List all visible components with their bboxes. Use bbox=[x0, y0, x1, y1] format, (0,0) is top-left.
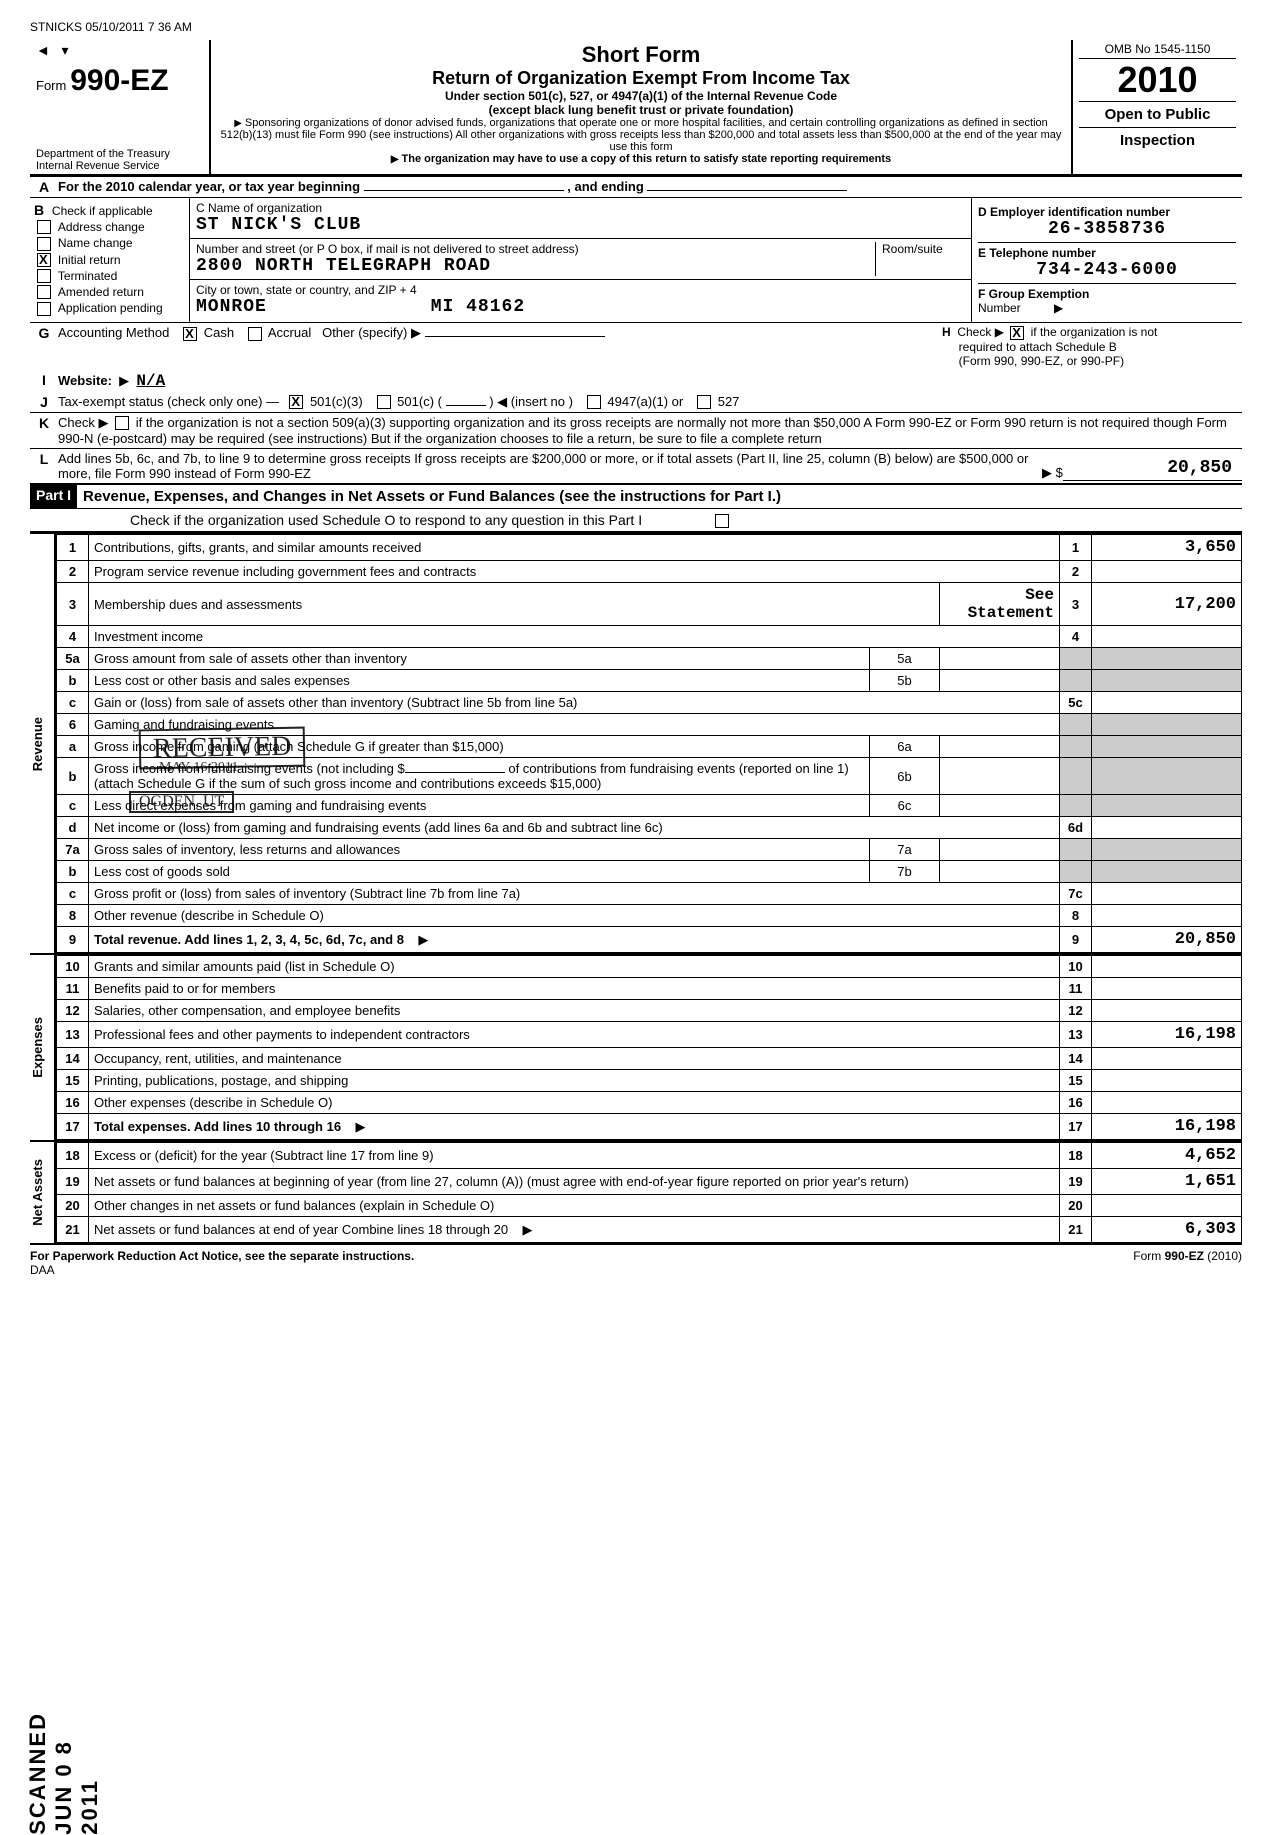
L-text: Add lines 5b, 6c, and 7b, to line 9 to d… bbox=[58, 451, 1042, 481]
title-except: (except black lung benefit trust or priv… bbox=[217, 103, 1065, 117]
inspection: Inspection bbox=[1079, 128, 1236, 149]
cb-part1[interactable] bbox=[715, 514, 729, 528]
H-txt3: (Form 990, 990-EZ, or 990-PF) bbox=[959, 354, 1124, 368]
lb-insert: (insert no ) bbox=[511, 394, 573, 409]
H-check: Check bbox=[957, 325, 991, 339]
cb-K[interactable] bbox=[115, 416, 129, 430]
cb-H[interactable] bbox=[1010, 326, 1024, 340]
dept1: Department of the Treasury bbox=[36, 148, 203, 160]
side-expenses: Expenses bbox=[30, 1017, 54, 1078]
org-statezip: MI 48162 bbox=[431, 297, 525, 317]
lb-terminated: Terminated bbox=[58, 269, 117, 283]
H-txt1: if the organization is not bbox=[1031, 325, 1158, 339]
lb-address: Address change bbox=[58, 220, 145, 234]
tax-year: 2010 bbox=[1079, 59, 1236, 101]
title-copy: The organization may have to use a copy … bbox=[217, 153, 1065, 165]
D-label: D Employer identification number bbox=[978, 205, 1170, 219]
lb-amended: Amended return bbox=[58, 285, 144, 299]
lb-pending: Application pending bbox=[58, 301, 163, 315]
ogden-stamp: OGDEN, UT bbox=[129, 791, 234, 813]
website: N/A bbox=[136, 372, 165, 390]
part1-title: Revenue, Expenses, and Changes in Net As… bbox=[77, 485, 1242, 508]
expenses-table: 10Grants and similar amounts paid (list … bbox=[56, 955, 1242, 1140]
cb-cash[interactable] bbox=[183, 327, 197, 341]
C-street-label: Number and street (or P O box, if mail i… bbox=[196, 242, 875, 256]
A-text: For the 2010 calendar year, or tax year … bbox=[58, 179, 360, 194]
part1-check: Check if the organization used Schedule … bbox=[130, 512, 642, 528]
title-main: Return of Organization Exempt From Incom… bbox=[217, 68, 1065, 89]
cb-accrual[interactable] bbox=[248, 327, 262, 341]
E-label: E Telephone number bbox=[978, 246, 1096, 260]
title-sponsor: Sponsoring organizations of donor advise… bbox=[217, 117, 1065, 153]
form-number: 990-EZ bbox=[70, 64, 168, 97]
lb-other: Other (specify) bbox=[322, 325, 407, 340]
cb-initial[interactable] bbox=[37, 253, 51, 267]
scanned-stamp: SCANNED JUN 0 8 2011 bbox=[25, 1712, 103, 1835]
C-name-label: C Name of organization bbox=[196, 201, 965, 215]
K-text: if the organization is not a section 509… bbox=[58, 415, 1227, 446]
J-label: Tax-exempt status (check only one) — bbox=[58, 394, 279, 409]
B-label: Check if applicable bbox=[52, 204, 153, 218]
G-label: Accounting Method bbox=[58, 325, 169, 340]
footer-daa: DAA bbox=[30, 1263, 1242, 1277]
F-label2: Number bbox=[978, 301, 1021, 315]
L-amount: 20,850 bbox=[1063, 456, 1242, 481]
cb-address[interactable] bbox=[37, 220, 51, 234]
lb-501c: 501(c) ( bbox=[397, 394, 442, 409]
A-ending: , and ending bbox=[567, 179, 644, 194]
netassets-table: 18Excess or (deficit) for the year (Subt… bbox=[56, 1142, 1242, 1243]
org-name: ST NICK'S CLUB bbox=[196, 215, 965, 235]
cb-501c3[interactable] bbox=[289, 395, 303, 409]
form-prefix: Form bbox=[36, 78, 66, 93]
footer-left: For Paperwork Reduction Act Notice, see … bbox=[30, 1249, 414, 1263]
org-street: 2800 NORTH TELEGRAPH ROAD bbox=[196, 256, 875, 276]
title-under: Under section 501(c), 527, or 4947(a)(1)… bbox=[217, 89, 1065, 103]
cb-terminated[interactable] bbox=[37, 269, 51, 283]
lb-accrual: Accrual bbox=[268, 325, 311, 340]
I-label: Website: bbox=[58, 373, 112, 388]
side-netassets: Net Assets bbox=[30, 1159, 54, 1226]
phone: 734-243-6000 bbox=[978, 260, 1236, 280]
cb-pending[interactable] bbox=[37, 302, 51, 316]
K-check: Check bbox=[58, 415, 95, 430]
H-txt2: required to attach Schedule B bbox=[959, 340, 1117, 354]
side-revenue: Revenue bbox=[30, 717, 54, 771]
omb: OMB No 1545-1150 bbox=[1079, 42, 1236, 59]
open-public: Open to Public bbox=[1079, 101, 1236, 128]
stamp-date: MAY 16 2011 bbox=[159, 760, 238, 776]
cb-amended[interactable] bbox=[37, 285, 51, 299]
title-short: Short Form bbox=[217, 42, 1065, 68]
cb-501c[interactable] bbox=[377, 395, 391, 409]
lb-cash: Cash bbox=[204, 325, 234, 340]
header-stamp: STNICKS 05/10/2011 7 36 AM bbox=[30, 20, 1242, 34]
lb-527: 527 bbox=[718, 394, 740, 409]
F-label: F Group Exemption bbox=[978, 287, 1089, 301]
form-header-table: ◄ ▾ Form 990-EZ Department of the Treasu… bbox=[30, 40, 1242, 176]
lb-501c3: 501(c)(3) bbox=[310, 394, 363, 409]
cb-name[interactable] bbox=[37, 237, 51, 251]
dept2: Internal Revenue Service bbox=[36, 160, 203, 172]
cb-4947[interactable] bbox=[587, 395, 601, 409]
lb-name: Name change bbox=[58, 236, 133, 250]
ein: 26-3858736 bbox=[978, 219, 1236, 239]
revenue-table: 1Contributions, gifts, grants, and simil… bbox=[56, 534, 1242, 953]
room-label: Room/suite bbox=[882, 242, 965, 256]
lb-4947: 4947(a)(1) or bbox=[607, 394, 683, 409]
lb-initial: Initial return bbox=[58, 253, 121, 267]
footer-right: Form 990-EZ (2010) bbox=[1133, 1249, 1242, 1263]
org-city: MONROE bbox=[196, 297, 267, 317]
part1-label: Part I bbox=[30, 485, 77, 508]
cb-527[interactable] bbox=[697, 395, 711, 409]
C-city-label: City or town, state or country, and ZIP … bbox=[196, 283, 965, 297]
